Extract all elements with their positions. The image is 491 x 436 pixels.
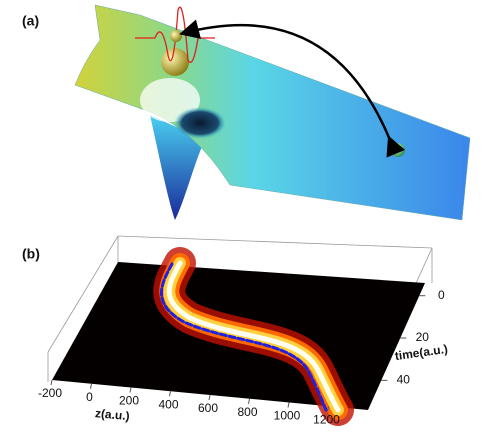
x-tick-label: -200 xyxy=(38,386,62,400)
plot-box xyxy=(47,235,433,382)
panel-label: (a) xyxy=(22,13,39,29)
surface-illustration xyxy=(74,4,471,221)
y-axis-label: time(a.u.) xyxy=(394,342,449,363)
x-axis-label: z(a.u.) xyxy=(94,406,130,423)
x-tick-label: 600 xyxy=(198,401,218,415)
y-tick-label: 20 xyxy=(416,330,430,344)
x-tick xyxy=(50,379,53,386)
x-tick xyxy=(169,391,171,397)
x-tick-label: 200 xyxy=(119,394,139,408)
x-tick-label: 1000 xyxy=(274,409,301,423)
x-tick xyxy=(287,402,290,408)
x-tick xyxy=(327,406,329,412)
wavepacket-trace xyxy=(153,247,354,426)
x-tick-label: 400 xyxy=(158,397,178,411)
x-tick-label: 800 xyxy=(237,405,257,419)
panel-label: (b) xyxy=(22,246,40,262)
x-tick xyxy=(248,398,250,404)
x-tick xyxy=(90,383,92,389)
y-tick-label: 40 xyxy=(397,373,411,387)
x-tick xyxy=(208,394,211,401)
x-tick xyxy=(129,387,132,393)
x-tick-label: 1200 xyxy=(313,412,340,426)
y-tick-label: 0 xyxy=(438,288,445,302)
x-tick-label: 0 xyxy=(86,390,93,404)
